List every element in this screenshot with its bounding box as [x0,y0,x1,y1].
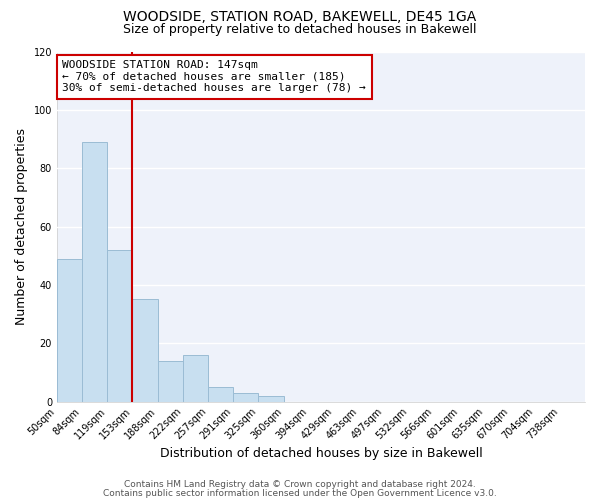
Bar [107,250,132,402]
Bar [57,258,82,402]
Bar [158,360,183,402]
Text: Contains HM Land Registry data © Crown copyright and database right 2024.: Contains HM Land Registry data © Crown c… [124,480,476,489]
Text: Contains public sector information licensed under the Open Government Licence v3: Contains public sector information licen… [103,488,497,498]
X-axis label: Distribution of detached houses by size in Bakewell: Distribution of detached houses by size … [160,447,482,460]
Bar [183,355,208,402]
Bar [132,300,158,402]
Bar [258,396,284,402]
Bar [233,393,258,402]
Bar [208,387,233,402]
Text: WOODSIDE STATION ROAD: 147sqm
← 70% of detached houses are smaller (185)
30% of : WOODSIDE STATION ROAD: 147sqm ← 70% of d… [62,60,366,94]
Bar [82,142,107,402]
Text: Size of property relative to detached houses in Bakewell: Size of property relative to detached ho… [123,22,477,36]
Text: WOODSIDE, STATION ROAD, BAKEWELL, DE45 1GA: WOODSIDE, STATION ROAD, BAKEWELL, DE45 1… [124,10,476,24]
Y-axis label: Number of detached properties: Number of detached properties [15,128,28,325]
